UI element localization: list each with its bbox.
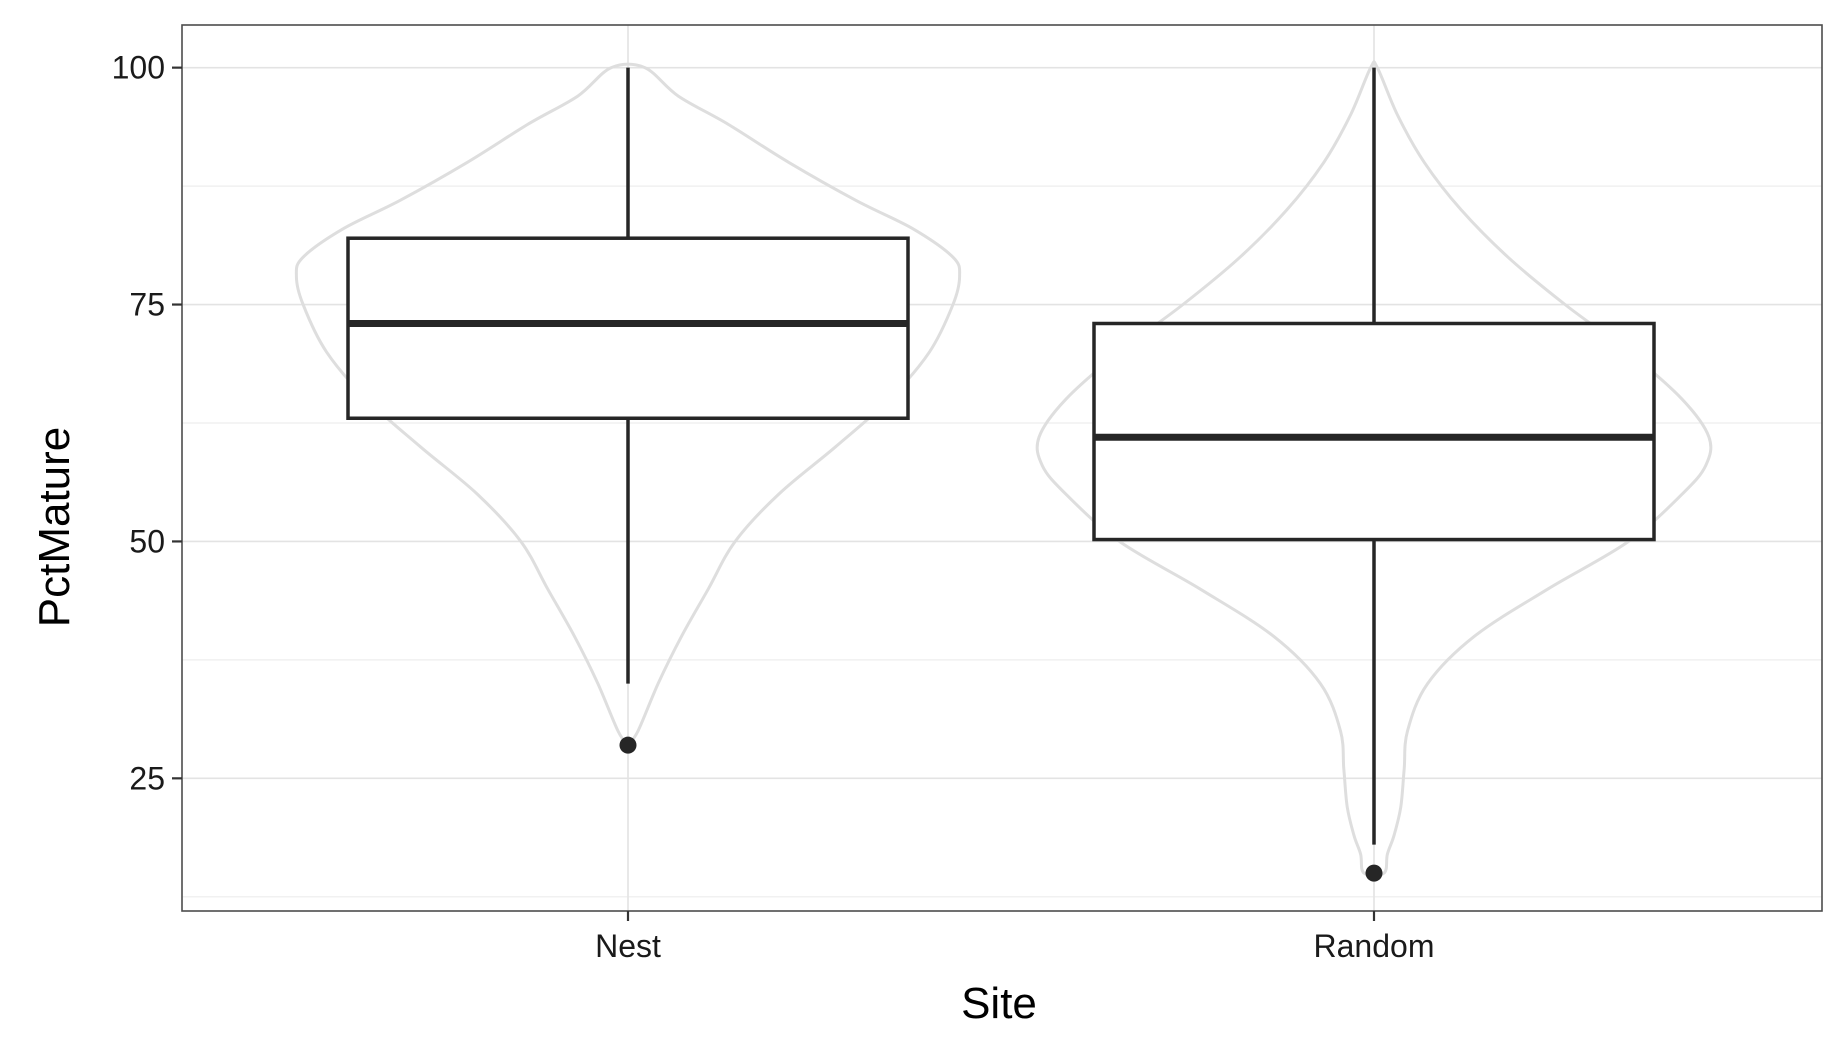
y-tick-label: 50 [129, 523, 165, 559]
outlier-point-random [1365, 864, 1383, 882]
box-layer [346, 67, 1656, 882]
x-axis-title: Site [961, 979, 1037, 1028]
box-random [1092, 321, 1656, 542]
x-tick-label: Nest [595, 928, 661, 964]
outlier-point-nest [619, 736, 637, 754]
violin-nest [294, 62, 962, 749]
panel-border [181, 24, 1823, 912]
y-axis-title: PctMature [30, 427, 79, 628]
violin-layer [294, 60, 1713, 877]
x-tick-label: Random [1314, 928, 1435, 964]
y-tick-label: 75 [129, 287, 165, 323]
axis-layer: 25 50 75 100 Nest Random [112, 50, 1435, 964]
y-tick-label: 25 [129, 760, 165, 796]
box-nest [346, 236, 910, 421]
violin-random [1035, 60, 1713, 877]
y-tick-label: 100 [112, 50, 165, 86]
